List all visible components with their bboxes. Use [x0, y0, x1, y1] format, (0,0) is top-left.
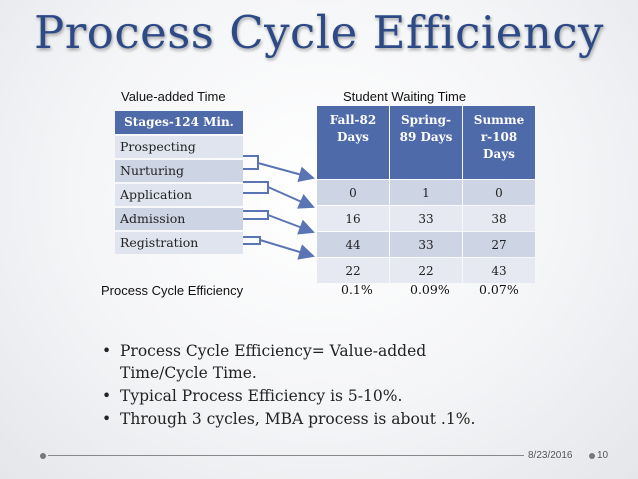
table-cell: 0 [463, 180, 535, 205]
stage-row: Prospecting [115, 136, 243, 158]
connector-arrow [243, 210, 313, 232]
table-row: 22 22 43 [317, 258, 535, 283]
footer-mid-dot [589, 453, 595, 459]
stages-header: Stages-124 Min. [115, 111, 243, 134]
col-header-summer: Summe r-108 Days [463, 106, 535, 179]
pce-value-spring: 0.09% [410, 282, 450, 297]
footer-date: 8/23/2016 [528, 450, 573, 461]
pce-value-summer: 0.07% [479, 282, 519, 297]
table-cell: 27 [463, 232, 535, 257]
table-cell: 1 [390, 180, 462, 205]
stage-row: Nurturing [115, 160, 243, 182]
bullet-item: Process Cycle Efficiency= Value-added Ti… [100, 340, 600, 384]
stages-table: Stages-124 Min. Prospecting Nurturing Ap… [115, 111, 243, 254]
pce-label: Process Cycle Efficiency [101, 283, 244, 298]
connector-arrow [243, 181, 313, 207]
footer-left-dot [40, 453, 46, 459]
table-row: 0 1 0 [317, 180, 535, 205]
table-cell: 38 [463, 206, 535, 231]
table-row: 44 33 27 [317, 232, 535, 257]
stage-row: Application [115, 184, 243, 206]
table-cell: 0 [317, 180, 389, 205]
stage-row: Admission [115, 208, 243, 230]
student-waiting-label: Student Waiting Time [343, 89, 467, 104]
value-added-label: Value-added Time [121, 89, 226, 104]
footer-divider [48, 455, 524, 456]
table-row: 16 33 38 [317, 206, 535, 231]
table-cell: 16 [317, 206, 389, 231]
table-cell: 44 [317, 232, 389, 257]
table-cell: 22 [317, 258, 389, 283]
page-title: Process Cycle Efficiency [34, 6, 604, 59]
stage-row: Registration [115, 232, 243, 254]
page-number: 10 [597, 450, 609, 461]
connector-arrow [243, 155, 313, 178]
waiting-time-table: Fall-82 Days Spring- 89 Days Summe r-108 Day… [316, 105, 536, 284]
table-cell: 22 [390, 258, 462, 283]
bullet-list: Process Cycle Efficiency= Value-added Ti… [100, 340, 600, 431]
bullet-item: Typical Process Efficiency is 5-10%. [100, 385, 600, 407]
table-cell: 43 [463, 258, 535, 283]
col-header-fall: Fall-82 Days [317, 106, 389, 179]
connector-arrow [243, 236, 313, 256]
col-header-spring: Spring- 89 Days [390, 106, 462, 179]
table-cell: 33 [390, 232, 462, 257]
pce-value-fall: 0.1% [341, 282, 373, 297]
bullet-item: Through 3 cycles, MBA process is about .… [100, 408, 600, 430]
table-cell: 33 [390, 206, 462, 231]
